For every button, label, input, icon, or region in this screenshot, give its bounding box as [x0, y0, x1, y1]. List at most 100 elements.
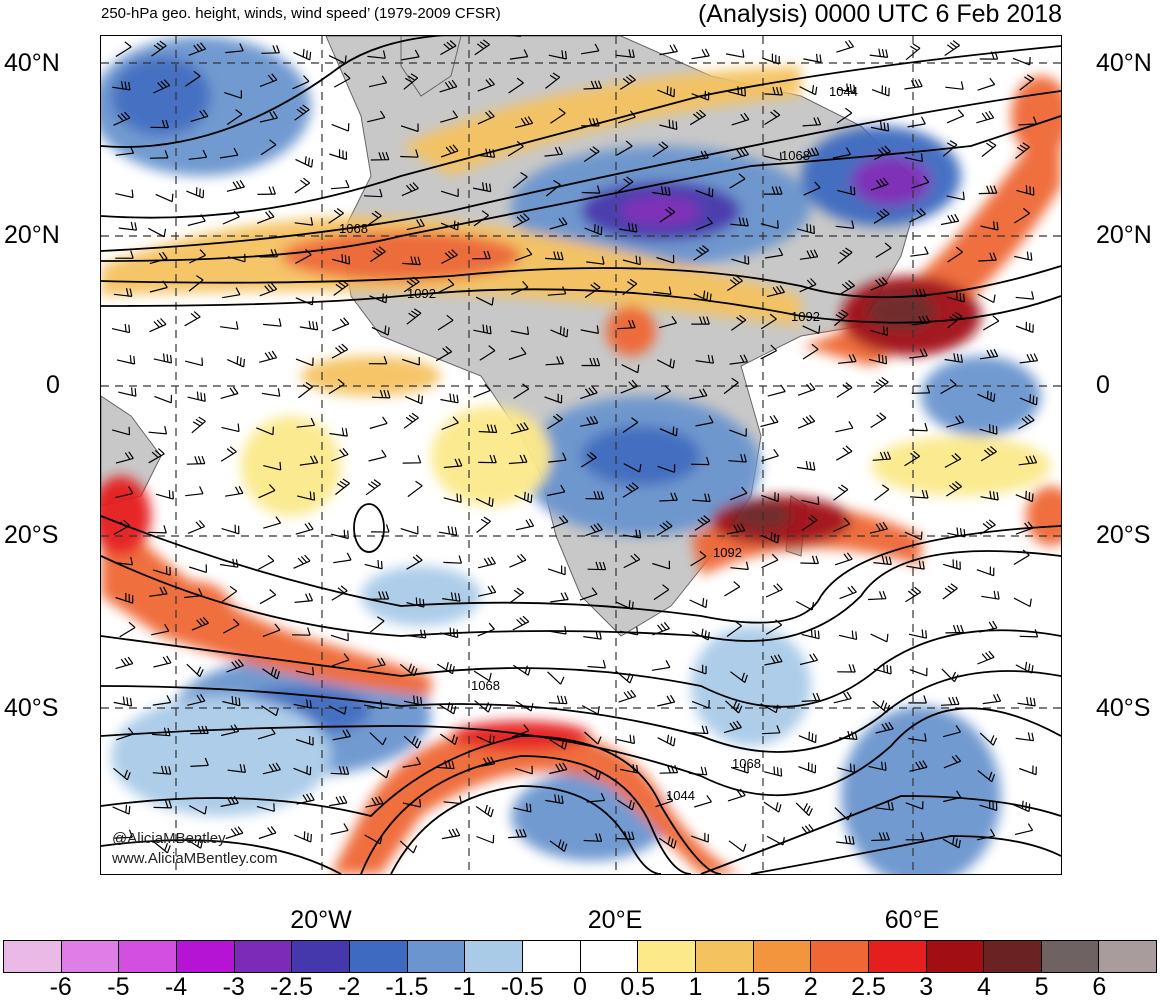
wind-barb-feather: [454, 221, 455, 229]
lat-label-left-40s: 40°S: [4, 694, 58, 723]
wind-barb: [692, 56, 710, 59]
wind-barb: [188, 527, 205, 534]
wind-barb-feather: [198, 456, 201, 464]
wind-barb-feather: [598, 226, 599, 234]
wind-barb-feather: [164, 353, 165, 361]
wind-barb-feather: [132, 387, 133, 395]
wind-barb-feather: [886, 356, 887, 364]
wind-barb-feather: [305, 524, 310, 531]
wind-barb-feather: [493, 736, 494, 744]
wind-barb-feather: [805, 826, 810, 832]
wind-barb: [835, 428, 853, 432]
wind-barb-feather: [819, 326, 820, 334]
lon-label-20w: 20°W: [290, 906, 351, 935]
wind-barb: [300, 327, 318, 330]
wind-barb-feather: [846, 446, 852, 451]
wind-barb: [550, 600, 568, 602]
wind-barb-feather: [815, 630, 816, 638]
wind-barb-feather: [843, 385, 849, 390]
wind-barb-feather: [747, 562, 749, 570]
wind-barb-feather: [813, 654, 817, 661]
wind-barb: [982, 145, 996, 156]
wind-barb-feather: [886, 50, 888, 58]
wind-barb-feather: [908, 591, 914, 596]
wind-barb-feather: [838, 487, 845, 492]
lat-label-right-40s: 40°S: [1096, 694, 1150, 723]
wind-barb-feather: [134, 356, 135, 364]
wind-barb-feather: [347, 553, 351, 560]
wind-barb-feather: [841, 485, 848, 490]
wind-barb-feather: [316, 322, 317, 330]
wind-barb-feather: [416, 555, 422, 560]
wind-barb-feather: [1027, 75, 1034, 79]
wind-barb-feather: [632, 602, 633, 610]
wind-barb-feather: [343, 448, 348, 454]
wind-barb: [1014, 598, 1030, 606]
wind-barb: [185, 494, 203, 496]
wind-barb-feather: [702, 49, 706, 56]
wind-barb: [366, 484, 381, 495]
wind-barb-feather: [624, 692, 629, 698]
wind-barb: [835, 559, 852, 565]
wind-barb-feather: [595, 224, 596, 232]
wind-barb-feather: [303, 385, 310, 389]
wind-barb-feather: [779, 804, 781, 812]
wind-barb: [439, 532, 457, 535]
wind-barb: [188, 397, 206, 401]
wind-barb: [221, 394, 238, 399]
wind-barb-feather: [813, 693, 816, 700]
colorbar-tick-label: -5: [107, 973, 129, 1002]
wind-barb: [185, 361, 202, 366]
colorbar-swatch: [4, 941, 62, 972]
wind-barb-feather: [627, 691, 632, 697]
wind-barb-feather: [233, 182, 237, 189]
wind-barb-feather: [818, 497, 819, 505]
wind-barb: [906, 566, 924, 569]
wind-barb-feather: [845, 108, 851, 113]
wind-barb: [510, 560, 527, 567]
wind-barb-feather: [986, 143, 993, 147]
wind-barb-feather: [810, 654, 814, 661]
wind-barb-feather: [989, 651, 994, 657]
wind-barb: [156, 494, 173, 499]
wind-barb-feather: [706, 49, 710, 56]
wind-barb-feather: [745, 88, 746, 96]
wind-barb: [836, 842, 854, 844]
colorbar-tick-label: 1.5: [736, 973, 771, 1002]
wind-barb: [444, 498, 461, 503]
wind-barb: [332, 124, 349, 131]
wind-barb-feather: [164, 525, 166, 533]
wind-barb-feather: [238, 424, 239, 432]
wind-barb-feather: [311, 834, 312, 842]
wind-barb: [838, 362, 856, 364]
wind-barb-feather: [236, 559, 237, 567]
wind-barb-feather: [196, 419, 203, 423]
wind-barb: [401, 529, 418, 534]
wind-barb-feather: [135, 222, 137, 230]
wind-barb-feather: [565, 592, 569, 599]
wind-barb: [834, 490, 848, 501]
wind-barb-feather: [420, 799, 421, 807]
wind-barb: [875, 489, 889, 500]
wind-barb: [115, 194, 133, 198]
wind-barb-feather: [950, 43, 956, 48]
wind-barb-feather: [457, 630, 458, 638]
wind-barb-feather: [925, 423, 927, 431]
wind-barb-feather: [598, 706, 599, 714]
wind-barb-feather: [848, 587, 853, 593]
wind-barb-feather: [491, 557, 495, 564]
colorbar-swatch: [754, 941, 812, 972]
wind-barb: [225, 493, 243, 496]
wind-barb: [588, 569, 606, 570]
wind-barb: [945, 46, 960, 56]
wind-barb-feather: [922, 117, 926, 124]
colorbar-tick-label: 3: [919, 973, 933, 1002]
wind-barb-feather: [191, 313, 197, 318]
wind-barb-feather: [530, 519, 534, 526]
wind-barb-feather: [667, 735, 668, 743]
wind-barb-feather: [130, 355, 131, 363]
wind-barb-feather: [446, 662, 448, 670]
wind-barb-feather: [993, 316, 999, 321]
wind-barb-feather: [817, 693, 820, 700]
wind-barb-feather: [856, 631, 857, 639]
